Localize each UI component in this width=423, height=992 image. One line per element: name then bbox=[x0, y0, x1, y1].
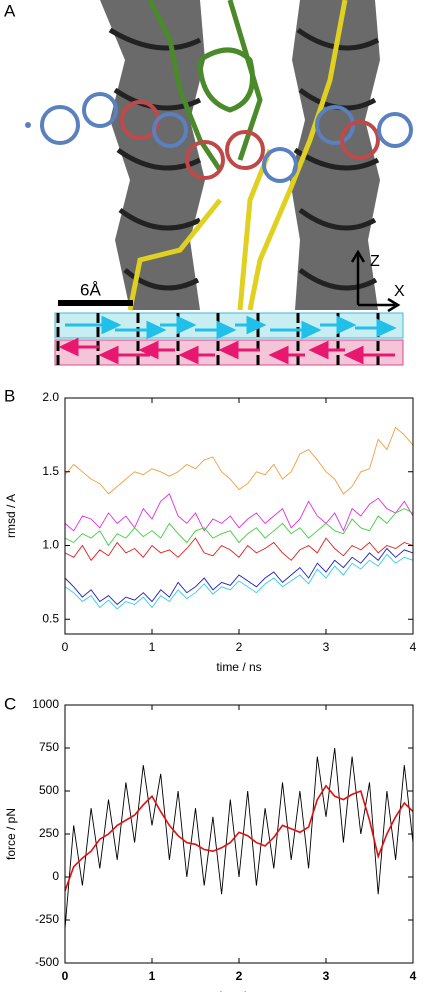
molecule-view bbox=[0, 0, 423, 370]
y-tick-label: 1.5 bbox=[42, 464, 59, 478]
scale-label: 6Å bbox=[80, 280, 101, 299]
data-line bbox=[64, 426, 414, 495]
panel-label: A bbox=[4, 1, 16, 20]
data-line bbox=[64, 537, 414, 562]
x-tick-label: 3 bbox=[323, 969, 330, 983]
axis-label: Z bbox=[370, 253, 380, 270]
y-tick-label: 250 bbox=[39, 826, 59, 840]
x-axis-label: time / ns bbox=[216, 989, 261, 992]
y-tick-label: 500 bbox=[39, 783, 59, 797]
x-tick-label: 2 bbox=[236, 969, 243, 983]
panel-label: B bbox=[4, 386, 15, 405]
x-tick-label: 1 bbox=[149, 969, 156, 983]
y-tick-label: 1000 bbox=[32, 697, 59, 711]
panel-label: C bbox=[4, 694, 16, 713]
y-tick-label: 0 bbox=[52, 869, 59, 883]
x-axis-label: time / ns bbox=[216, 660, 261, 674]
data-line bbox=[64, 493, 414, 532]
x-tick-label: 4 bbox=[410, 640, 417, 654]
y-tick-label: -500 bbox=[35, 955, 59, 969]
y-tick-label: 750 bbox=[39, 740, 59, 754]
x-tick-label: 1 bbox=[149, 640, 156, 654]
y-tick-label: 1.0 bbox=[42, 538, 59, 552]
x-tick-label: 2 bbox=[236, 640, 243, 654]
y-tick-label: 2.0 bbox=[42, 390, 59, 404]
x-tick-label: 3 bbox=[323, 640, 330, 654]
data-line bbox=[64, 508, 414, 547]
data-line bbox=[64, 547, 414, 606]
data-line bbox=[64, 553, 414, 610]
y-axis-label: rmsd / A bbox=[4, 494, 18, 538]
y-axis-label: force / pN bbox=[4, 808, 18, 860]
data-line bbox=[64, 747, 414, 929]
x-tick-label: 0 bbox=[62, 969, 69, 983]
y-tick-label: 0.5 bbox=[42, 611, 59, 625]
axis-label: X bbox=[394, 283, 405, 300]
x-tick-label: 4 bbox=[410, 969, 417, 983]
data-line bbox=[64, 784, 414, 892]
y-tick-label: -250 bbox=[35, 912, 59, 926]
x-tick-label: 0 bbox=[62, 640, 69, 654]
